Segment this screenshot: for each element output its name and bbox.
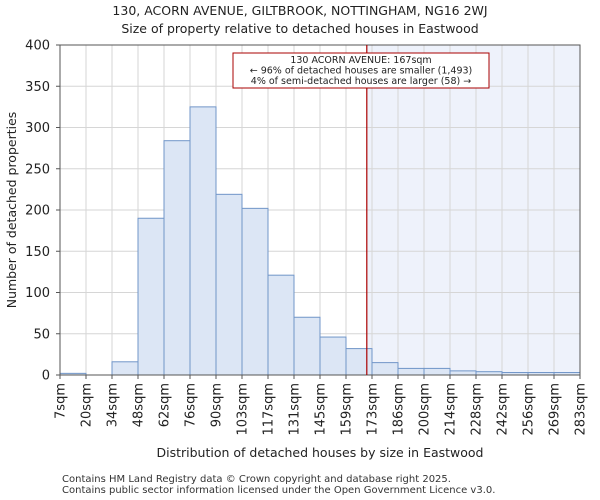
chart-title: Size of property relative to detached ho…: [121, 21, 479, 36]
footer-copyright: Contains HM Land Registry data © Crown c…: [62, 474, 451, 485]
footer-licence: Contains public sector information licen…: [62, 485, 496, 496]
histogram-bar: [189, 106, 217, 376]
x-tick-label: 145sqm: [314, 383, 329, 436]
histogram-bar: [137, 217, 165, 376]
x-tick-label: 117sqm: [262, 383, 277, 436]
histogram-bar: [293, 316, 321, 376]
y-tick-label: 150: [25, 245, 50, 260]
histogram-bar: [371, 362, 399, 376]
x-tick-label: 62sqm: [158, 383, 173, 427]
x-tick-label: 269sqm: [548, 383, 563, 436]
histogram-bar: [163, 140, 191, 376]
x-tick-label: 34sqm: [106, 383, 121, 427]
annotation-line-2: ← 96% of detached houses are smaller (1,…: [250, 66, 473, 77]
x-tick-label: 186sqm: [392, 383, 407, 436]
annotation-line-1: 130 ACORN AVENUE: 167sqm: [290, 55, 431, 66]
y-tick-label: 50: [33, 327, 50, 342]
x-tick-label: 242sqm: [496, 383, 511, 436]
histogram-bar: [111, 361, 139, 376]
histogram-bar: [423, 367, 451, 376]
histogram-bar: [449, 370, 477, 376]
x-tick-label: 228sqm: [470, 383, 485, 436]
x-tick-label: 159sqm: [340, 383, 355, 436]
x-tick-label: 256sqm: [522, 383, 537, 436]
x-tick-label: 200sqm: [418, 383, 433, 436]
histogram-bar: [267, 274, 295, 376]
x-tick-label: 283sqm: [574, 383, 589, 436]
x-tick-label: 214sqm: [444, 383, 459, 436]
annotation-box: [232, 52, 490, 89]
histogram-bar: [241, 207, 269, 376]
histogram-bar: [215, 193, 243, 376]
bars: [59, 106, 581, 376]
y-tick-label: 400: [25, 39, 50, 54]
y-tick-label: 200: [25, 204, 50, 219]
x-tick-label: 131sqm: [288, 383, 303, 436]
y-tick-label: 350: [25, 80, 50, 95]
x-axis-label: Distribution of detached houses by size …: [157, 445, 484, 460]
x-tick-label: 90sqm: [210, 383, 225, 427]
histogram-bar: [345, 348, 373, 376]
y-tick-label: 100: [25, 286, 50, 301]
y-axis-label: Number of detached properties: [4, 112, 19, 309]
property-annotation: 130 ACORN AVENUE: 167sqm ← 96% of detach…: [232, 52, 490, 89]
y-axis: 0 50 100 150 200 250 300 350 400: [25, 39, 60, 384]
x-tick-label: 103sqm: [236, 383, 251, 436]
histogram-bar: [319, 336, 347, 376]
y-tick-label: 0: [42, 369, 50, 384]
x-axis: 7sqm 20sqm 34sqm 48sqm 62sqm 76sqm 90sqm 103sqm…: [54, 375, 589, 436]
x-tick-label: 20sqm: [80, 383, 95, 427]
x-tick-label: 173sqm: [366, 383, 381, 436]
x-tick-label: 76sqm: [184, 383, 199, 427]
y-tick-label: 300: [25, 121, 50, 136]
x-tick-label: 48sqm: [132, 383, 147, 427]
chart-title-address: 130, ACORN AVENUE, GILTBROOK, NOTTINGHAM…: [112, 3, 488, 18]
y-tick-label: 250: [25, 162, 50, 177]
histogram-bar: [397, 367, 425, 376]
x-tick-label: 7sqm: [54, 383, 69, 419]
annotation-line-3: 4% of semi-detached houses are larger (5…: [251, 76, 471, 87]
